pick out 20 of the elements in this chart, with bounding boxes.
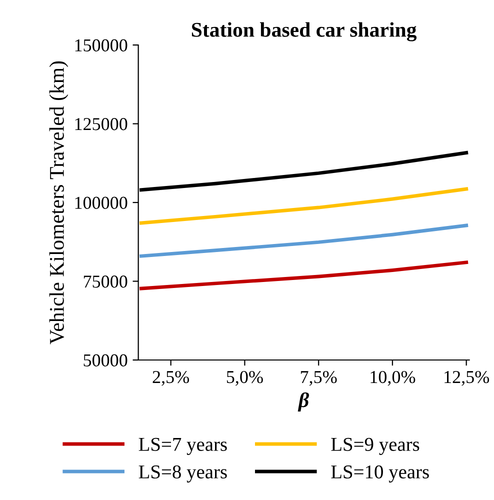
y-tick-label: 75000 <box>84 276 128 288</box>
x-tick-label: 2,5% <box>152 370 190 386</box>
x-tick-label: 12,5% <box>444 370 490 386</box>
line-series <box>140 187 468 225</box>
x-tick-label: 7,5% <box>300 370 337 386</box>
x-tick-label: 10,0% <box>370 370 416 386</box>
legend-label: LS=7 years <box>138 438 227 455</box>
y-tick-label: 100000 <box>75 196 128 209</box>
y-tick-label: 125000 <box>75 118 128 130</box>
chart-title: Station based car sharing <box>192 22 417 42</box>
line-series <box>140 224 468 258</box>
legend-label: LS=10 years <box>331 465 429 482</box>
line-series <box>140 260 468 290</box>
y-axis-title: Vehicle Kilometers Traveled (km) <box>49 61 68 344</box>
y-tick-label: 150000 <box>75 39 128 52</box>
legend-label: LS=9 years <box>331 438 420 455</box>
legend-label: LS=8 years <box>138 465 227 482</box>
x-axis-title: β <box>298 392 310 412</box>
x-tick-label: 5,0% <box>226 370 263 386</box>
y-tick-label: 50000 <box>84 354 128 366</box>
